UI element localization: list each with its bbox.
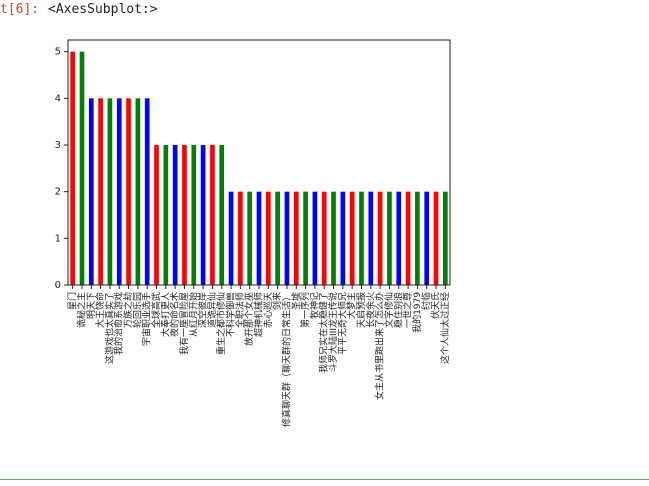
bar [443,191,448,285]
x-tick-label: 修真聊天群（聊天群的日常生活） [280,292,292,427]
bar [210,145,215,285]
x-tick-label: 全职法师 [234,292,246,328]
x-tick-label: 女主从书里跑出来了怎么办 [374,292,386,400]
bar [116,98,122,285]
x-tick-label: 伏天氏 [430,292,442,319]
bar [312,191,318,285]
bar [284,191,290,285]
x-tick-label: 不科学御兽 [225,292,237,337]
x-tick-label: 夜的命名术 [169,292,181,337]
y-tick-label: 5 [55,47,61,58]
x-tick-label: 诡秘之主 [75,292,87,328]
bar [293,191,299,285]
bar [433,191,439,285]
y-tick-label: 1 [55,233,61,244]
x-tick-label: 稳住别浪 [392,292,404,328]
x-tick-label: 牧神记 [308,292,320,319]
bar [415,191,420,285]
x-tick-label: 道诡异仙 [206,292,218,328]
bar [256,191,262,285]
x-tick-label: 轮回乐园 [131,292,143,328]
x-tick-label: 我的1979 [411,292,423,333]
axes-frame [67,39,451,286]
x-tick-label: 这个人仙太过正经 [439,292,451,364]
x-tick-label: 大奉打更人 [159,292,171,337]
bar [79,51,85,285]
bar [163,145,169,285]
x-tick-label: 剑来 [271,292,283,310]
bar [172,145,178,285]
x-tick-label: 纣临 [420,292,432,310]
bar [424,191,430,285]
x-tick-label: 圣墟 [290,292,302,310]
x-tick-label: 万族之劫 [122,292,134,328]
cell-border [0,479,649,480]
bar [200,145,206,285]
x-tick-label: 重生之都市修仙 [215,292,227,355]
x-tick-label: 我师兄实在太稳健了 [318,292,330,373]
x-tick-label: 一世之尊 [402,292,414,328]
bar [368,191,374,285]
bar [144,98,150,285]
bar [321,191,327,285]
output-prompt: t[6]: [0,2,40,17]
bar [228,191,234,285]
bar [359,191,364,285]
bar [238,191,243,285]
bar [387,191,392,285]
x-tick-label: 明天下 [86,292,97,319]
y-tick-label: 2 [55,187,61,198]
bar [265,191,271,285]
bar [331,191,336,285]
x-tick-label: 从红月开始 [187,292,199,337]
x-tick-label: 深空彼岸 [197,292,209,328]
x-tick-label: 大梦主 [346,292,358,319]
output-repr: <AxesSubplot:> [48,2,158,17]
x-tick-label: 长夜余火 [364,292,376,328]
bar [98,98,103,285]
x-tick-label: 大王饶命 [94,292,106,328]
x-tick-label: 文字修仙 [383,292,395,328]
x-tick-label: 星门 [66,292,78,310]
x-tick-label: 这游戏也太真实了 [103,292,115,364]
bar [107,98,113,285]
bar [191,145,197,285]
bar [396,191,402,285]
x-tick-label: 全球高武 [150,292,162,328]
x-tick-label: 斗罗大陆III龙王传说 [327,292,339,372]
y-tick-label: 3 [55,140,61,151]
y-tick-label: 0 [55,280,61,291]
x-tick-label: 我的治愈系游戏 [113,292,125,355]
x-tick-label: 第一序列 [299,292,311,328]
x-tick-label: 天启预报 [355,292,367,328]
bar [340,191,346,285]
y-tick-label: 4 [55,93,61,104]
x-tick-label: 放开那个女巫 [243,292,255,346]
bar [126,98,131,285]
bar [70,51,75,285]
bar [303,191,308,285]
x-tick-label: 我有一座冒险屋 [178,292,190,355]
bar [219,145,225,285]
x-tick-label: 平平无奇大师兄 [336,292,348,355]
bar [135,98,141,285]
x-tick-label: 赤心巡天 [263,292,274,328]
bar [154,145,159,285]
bar [275,191,280,285]
bar [182,145,187,285]
bar [349,191,355,285]
bar [405,191,411,285]
x-tick-label: 超神机械师 [253,292,265,337]
x-tick-label: 宇宙职业选手 [141,292,153,346]
bar [377,191,383,285]
bar [88,98,94,285]
bar [247,191,253,285]
